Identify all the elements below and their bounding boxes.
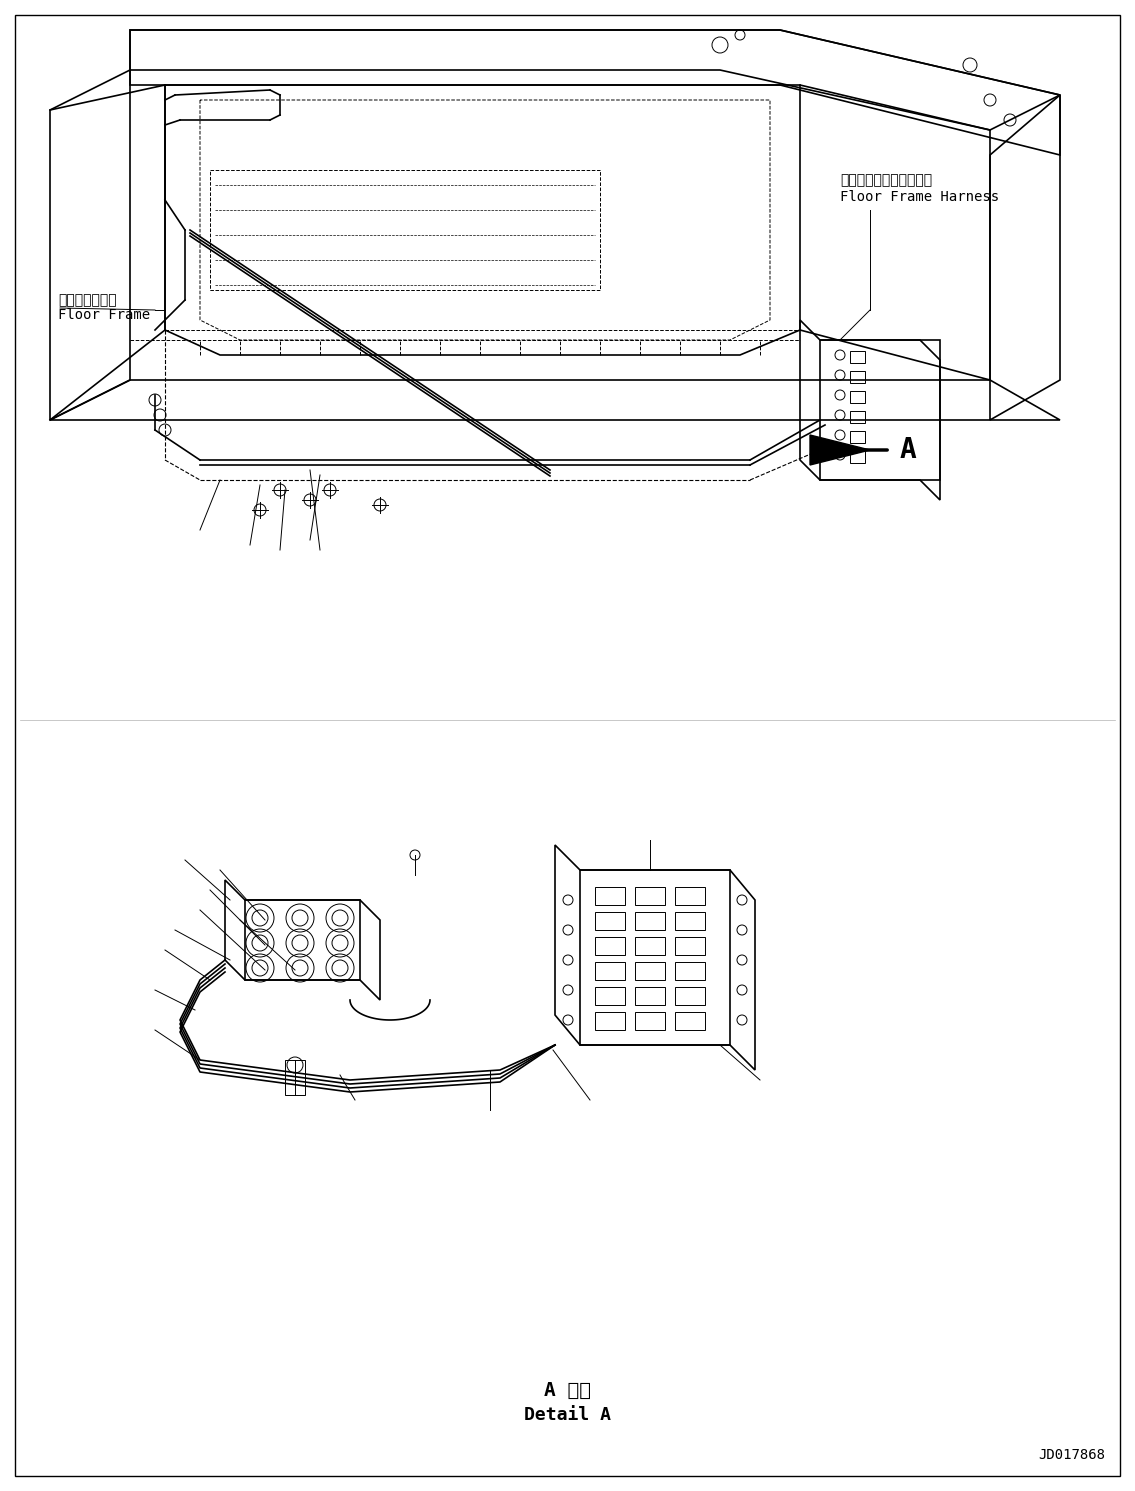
- Text: フロアフレーム: フロアフレーム: [58, 294, 117, 307]
- Bar: [595, 887, 625, 905]
- Bar: [675, 987, 705, 1005]
- Text: A: A: [900, 435, 917, 464]
- Bar: [285, 1060, 305, 1094]
- Bar: [634, 1012, 665, 1030]
- Bar: [675, 962, 705, 980]
- Bar: [675, 887, 705, 905]
- Bar: [675, 936, 705, 956]
- Text: A 詳細: A 詳細: [544, 1381, 591, 1400]
- Bar: [850, 371, 865, 383]
- Text: フロアフレームハーネス: フロアフレームハーネス: [840, 173, 932, 186]
- Bar: [595, 962, 625, 980]
- Bar: [634, 912, 665, 930]
- Text: Detail A: Detail A: [524, 1406, 611, 1424]
- Bar: [675, 1012, 705, 1030]
- Bar: [595, 936, 625, 956]
- Polygon shape: [810, 435, 871, 465]
- Bar: [634, 887, 665, 905]
- Bar: [850, 431, 865, 443]
- Bar: [634, 936, 665, 956]
- Text: Floor Frame: Floor Frame: [58, 309, 150, 322]
- Bar: [634, 962, 665, 980]
- Bar: [850, 450, 865, 464]
- Bar: [675, 912, 705, 930]
- Bar: [634, 987, 665, 1005]
- Bar: [850, 350, 865, 362]
- Bar: [595, 912, 625, 930]
- Bar: [595, 987, 625, 1005]
- Text: JD017868: JD017868: [1039, 1448, 1105, 1463]
- Bar: [595, 1012, 625, 1030]
- Bar: [850, 412, 865, 423]
- Text: Floor Frame Harness: Floor Frame Harness: [840, 189, 999, 204]
- Bar: [850, 391, 865, 403]
